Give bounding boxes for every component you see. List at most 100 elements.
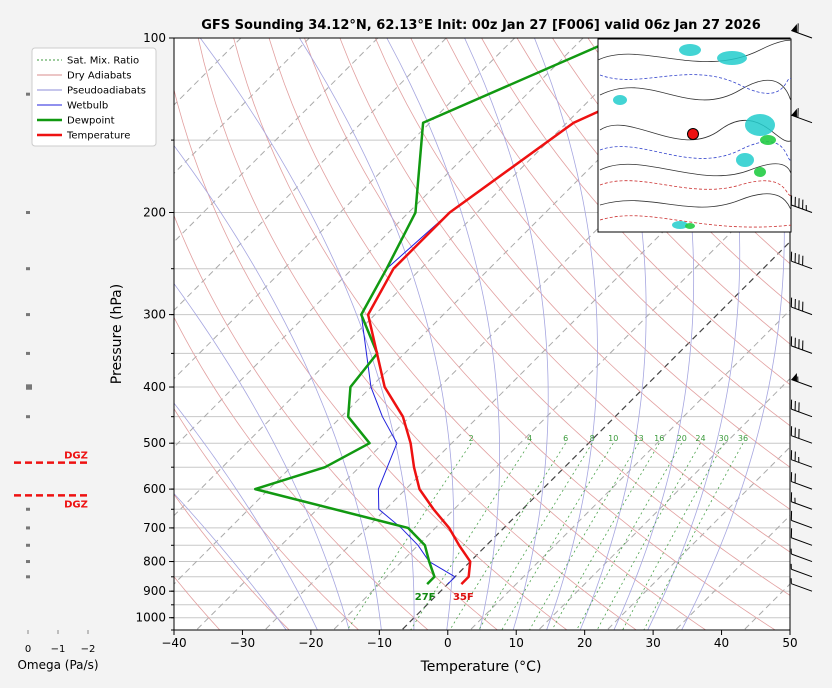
mixing-ratio-label: 10	[608, 434, 618, 443]
dry-adiabat-line	[233, 38, 706, 630]
dgz-label: DGZ	[64, 499, 88, 510]
legend-box	[31, 47, 157, 147]
wind-barb	[791, 23, 813, 39]
plot-frame	[173, 37, 791, 631]
omega-bar	[26, 415, 30, 419]
mixing-ratio-label: 6	[563, 434, 568, 443]
wind-barb	[790, 492, 813, 510]
wind-barb	[790, 578, 813, 592]
x-tick-label: 0	[444, 636, 452, 650]
omega-tick-label: −2	[81, 644, 96, 655]
omega-bar	[26, 560, 30, 564]
wind-barb	[791, 373, 813, 388]
y-tick-label: 500	[143, 436, 166, 450]
wind-barb	[790, 450, 813, 468]
pseudoadiabat-line	[174, 402, 318, 630]
x-tick-label: −20	[298, 636, 323, 650]
dry-adiabat-line	[516, 38, 790, 345]
pseudoadiabat-line	[579, 38, 647, 630]
x-tick-label: 10	[509, 636, 524, 650]
wind-barb	[790, 563, 813, 578]
pseudoadiabat-line	[299, 38, 455, 630]
mixing-ratio-label: 16	[654, 434, 664, 443]
omega-bar	[26, 384, 32, 390]
mixing-ratio-label: 20	[677, 434, 687, 443]
dry-adiabat-line	[374, 38, 790, 510]
mixing-ratio-label: 2	[469, 434, 474, 443]
series-wetbulb-line	[360, 38, 762, 585]
dry-adiabat-line	[174, 214, 498, 630]
dry-adiabat-line	[268, 38, 776, 630]
inset-thickness-contour	[599, 141, 791, 161]
omega-bar	[26, 267, 30, 271]
mixing-ratio-line	[410, 442, 530, 630]
dry-adiabat-line	[552, 38, 790, 305]
dry-adiabat-line	[174, 88, 568, 630]
omega-bar	[26, 211, 30, 215]
dry-adiabat-line	[481, 38, 790, 386]
dry-adiabat-line	[197, 38, 637, 630]
wind-barb	[791, 108, 813, 124]
mixing-ratio-label: 8	[590, 434, 595, 443]
dry-adiabat-line	[174, 407, 359, 630]
legend-label: Sat. Mix. Ratio	[67, 56, 139, 67]
x-tick-label: −30	[230, 636, 255, 650]
wind-barb	[790, 399, 813, 418]
inset-precip-area	[672, 221, 688, 229]
pseudoadiabat-line	[174, 492, 287, 630]
inset-precip-green	[760, 135, 776, 145]
legend-label: Wetbulb	[67, 101, 108, 112]
dry-adiabat-line	[445, 38, 790, 427]
series-dewpoint-line	[253, 38, 618, 585]
dry-adiabat-line	[304, 38, 790, 596]
series-temperature-line	[366, 38, 762, 585]
mixing-ratio-label: 36	[738, 434, 748, 443]
wind-barb	[790, 426, 813, 444]
wind-barb	[790, 251, 813, 270]
dry-adiabat-line	[174, 493, 290, 630]
pseudoadiabat-line	[613, 38, 695, 630]
mixing-ratio-line	[478, 442, 593, 630]
omega-tick-label: 0	[25, 644, 31, 655]
inset-thickness-contour	[599, 74, 791, 94]
mixing-ratio-label: 24	[695, 434, 705, 443]
wind-barb	[790, 195, 813, 213]
x-tick-label: −10	[367, 636, 392, 650]
omega-bar	[26, 543, 30, 547]
wind-barb	[790, 510, 813, 529]
x-tick-label: −40	[161, 636, 186, 650]
y-tick-label: 700	[143, 521, 166, 535]
mixing-ratio-label: 4	[527, 434, 532, 443]
mixing-ratio-line	[596, 443, 701, 630]
pseudoadiabat-line	[464, 38, 549, 630]
wind-barb	[790, 297, 813, 316]
inset-contour	[599, 120, 791, 142]
surface-temperature-label: 35F	[453, 592, 474, 603]
chart-title: GFS Sounding 34.12°N, 62.13°E Init: 00z …	[201, 18, 761, 33]
pseudoadiabat-line	[534, 38, 598, 630]
inset-precip-area	[679, 44, 701, 56]
inset-warm-contour	[599, 180, 791, 196]
pseudoadiabat-line	[199, 38, 415, 630]
y-tick-label: 900	[143, 584, 166, 598]
dry-adiabat-line	[339, 38, 790, 553]
legend-label: Dewpoint	[67, 116, 115, 127]
inset-precip-area	[745, 114, 775, 136]
y-tick-label: 100	[143, 31, 166, 45]
omega-bar	[26, 507, 30, 511]
omega-tick-label: −1	[51, 644, 66, 655]
pseudoadiabat-line	[647, 38, 741, 630]
mixing-ratio-label: 13	[634, 434, 644, 443]
omega-axis-title: Omega (Pa/s)	[17, 658, 98, 672]
omega-bar	[26, 575, 30, 579]
inset-location-marker	[687, 128, 699, 140]
legend-label: Temperature	[66, 131, 130, 142]
y-tick-label: 200	[143, 206, 166, 220]
pseudoadiabat-line	[174, 144, 382, 630]
x-tick-label: 30	[645, 636, 660, 650]
y-tick-label: 400	[143, 380, 166, 394]
inset-warm-contour	[599, 215, 791, 228]
inset-precip-green	[685, 223, 695, 229]
omega-bar	[26, 351, 30, 355]
y-axis-title: Pressure (hPa)	[109, 284, 125, 384]
